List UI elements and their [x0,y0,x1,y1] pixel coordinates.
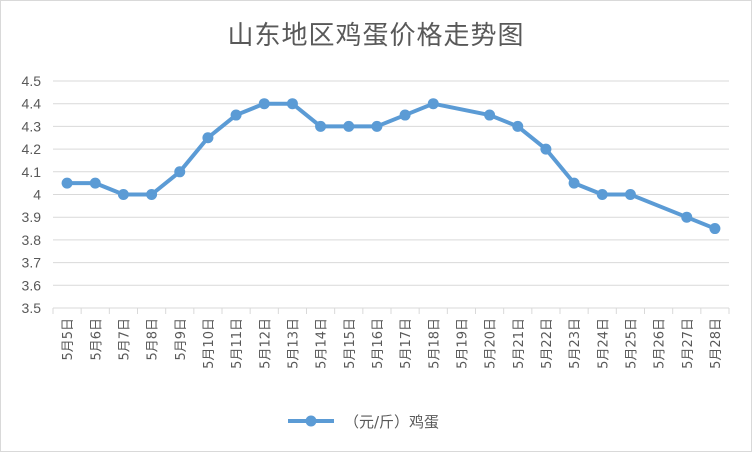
y-tick-label: 3.6 [22,277,42,293]
x-tick-label: 5月23日 [568,318,583,369]
x-tick-label: 5月26日 [653,318,668,369]
x-tick-label: 5月11日 [230,318,245,369]
chart-title: 山东地区鸡蛋价格走势图 [227,21,525,51]
data-point [286,98,298,110]
x-tick-label: 5月10日 [202,318,217,369]
data-point [117,189,129,200]
x-tick-label: 5月28日 [709,318,724,369]
x-tick-label: 5月9日 [174,318,189,361]
y-tick-label: 4.4 [22,96,42,112]
legend-marker [305,415,317,427]
y-tick-label: 4.1 [22,164,42,180]
data-point [427,98,439,110]
data-point [146,189,158,200]
data-point [540,143,552,155]
x-tick-label: 5月24日 [596,318,611,369]
data-point [89,177,101,189]
x-tick-label: 5月18日 [427,318,442,369]
data-point [399,109,411,121]
data-point [343,120,355,132]
x-tick-label: 5月25日 [624,318,639,369]
data-point [258,98,270,110]
data-point [596,189,608,200]
x-tick-label: 5月21日 [512,318,527,369]
x-tick-label: 5月12日 [258,318,273,369]
y-tick-label: 4.5 [22,73,42,89]
legend-label: （元/斤）鸡蛋 [344,413,439,431]
x-tick-label: 5月27日 [681,318,696,369]
data-point [568,177,580,189]
data-point [202,132,214,144]
x-tick-label: 5月22日 [540,318,555,369]
x-tick-label: 5月19日 [455,318,470,369]
data-point [371,120,383,132]
x-tick-label: 5月5日 [61,318,76,361]
x-tick-label: 5月15日 [343,318,358,369]
y-tick-label: 4.2 [22,141,42,157]
x-tick-label: 5月13日 [286,318,301,369]
data-point [512,120,524,132]
y-tick-label: 3.5 [22,300,42,316]
data-point [709,223,721,235]
x-tick-label: 5月8日 [146,318,161,361]
data-point [174,166,186,178]
y-tick-label: 3.7 [22,255,42,271]
x-tick-label: 5月14日 [315,318,330,369]
series-line [65,101,717,231]
data-point [61,177,73,189]
y-tick-label: 3.8 [22,232,42,248]
data-point [230,109,242,121]
y-tick-label: 4 [33,187,41,203]
x-tick-label: 5月16日 [371,318,386,369]
data-point [315,120,327,132]
data-point [624,189,636,200]
x-tick-label: 5月17日 [399,318,414,369]
data-point [484,109,496,121]
x-tick-label: 5月20日 [484,318,499,369]
y-tick-label: 4.3 [22,118,42,134]
x-tick-label: 5月7日 [117,318,132,361]
data-point [681,211,693,223]
y-tick-label: 3.9 [22,209,42,225]
x-tick-label: 5月6日 [89,318,104,361]
